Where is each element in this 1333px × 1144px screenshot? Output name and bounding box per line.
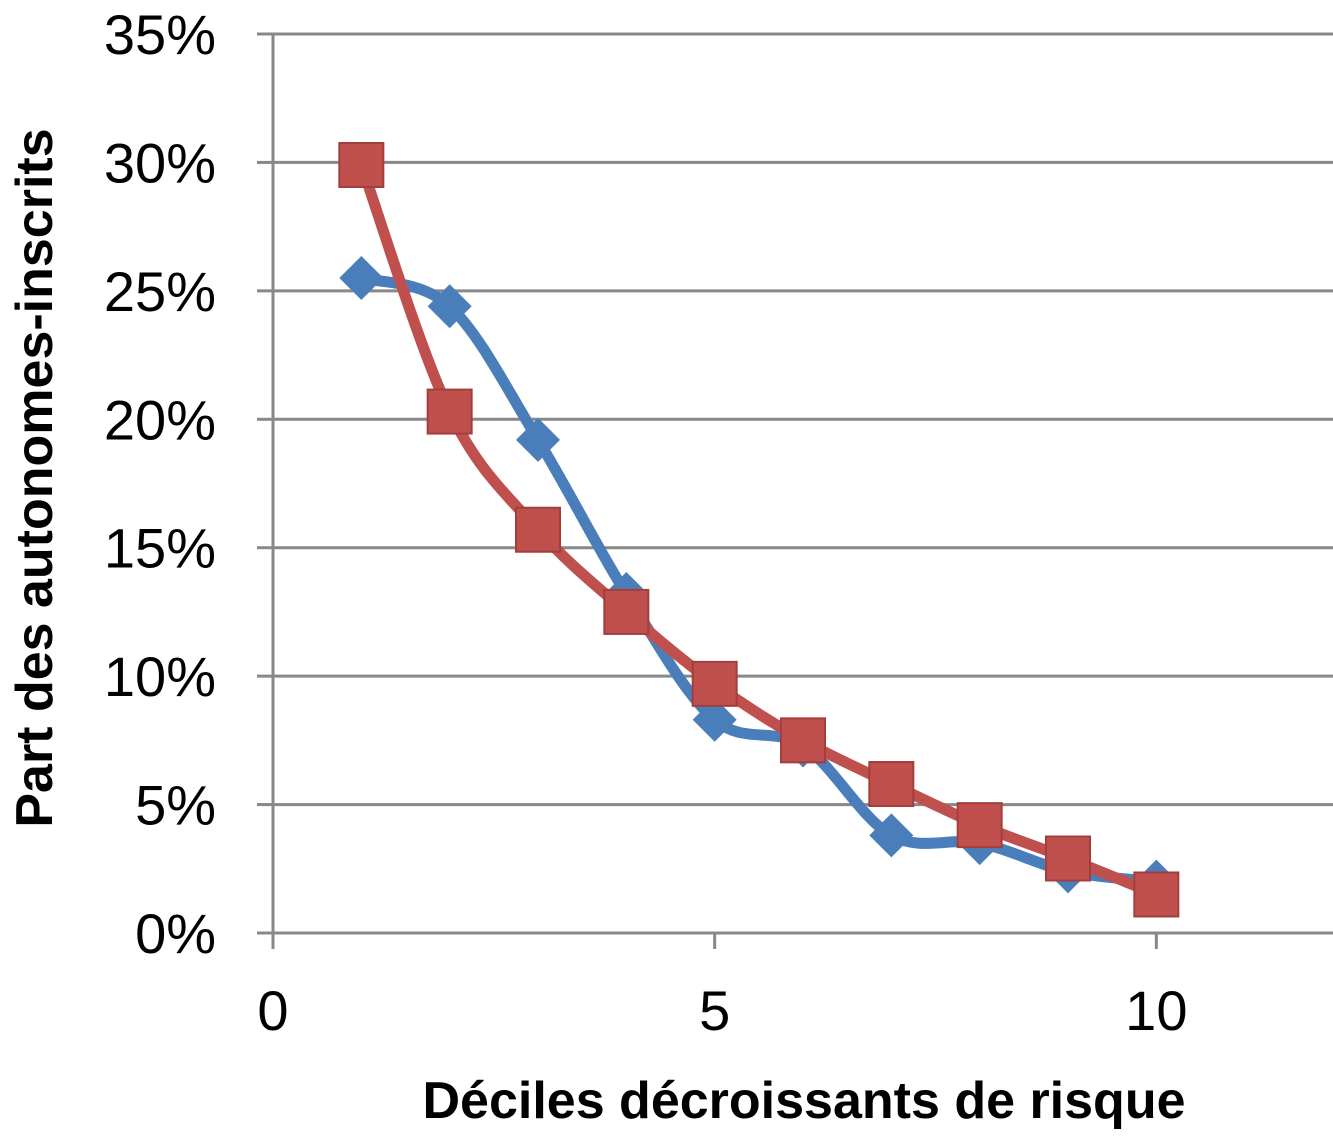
square-marker <box>603 588 650 635</box>
diamond-marker <box>869 813 914 858</box>
series-line <box>355 159 1162 900</box>
tick-labels: 0% 5% 10% 15% 20% 25% 30% 35% 0 5 10 <box>104 3 1188 1042</box>
square-marker <box>868 761 915 808</box>
y-tick-label: 25% <box>104 260 216 323</box>
series-layer <box>338 141 1180 918</box>
x-tick-label: 10 <box>1125 979 1187 1042</box>
y-axis-title: Part des autonomes-inscrits <box>6 128 64 827</box>
square-marker <box>1045 835 1091 882</box>
square-marker <box>691 660 738 707</box>
y-tick-label: 0% <box>135 902 216 965</box>
y-tick-label: 30% <box>104 131 216 194</box>
square-marker <box>515 506 561 553</box>
x-tick-label: 0 <box>257 979 288 1042</box>
diamond-marker <box>692 697 737 742</box>
y-tick-label: 15% <box>104 517 216 580</box>
diamond-marker <box>516 417 560 462</box>
series-1 <box>339 256 1179 904</box>
diamond-marker <box>427 284 472 329</box>
series-line <box>355 272 1162 888</box>
x-axis-title: Déciles décroissants de risque <box>422 1072 1185 1130</box>
y-tick-label: 5% <box>135 774 216 837</box>
axes <box>257 32 1333 949</box>
square-marker <box>1133 871 1180 918</box>
series-2 <box>338 141 1180 918</box>
y-tick-label: 20% <box>104 388 216 451</box>
square-marker <box>780 717 826 764</box>
x-tick-label: 5 <box>699 979 730 1042</box>
square-marker <box>338 141 385 188</box>
y-tick-label: 35% <box>104 3 216 66</box>
y-tick-label: 10% <box>104 645 216 708</box>
square-marker <box>426 388 473 435</box>
square-marker <box>956 802 1003 849</box>
diamond-marker <box>339 256 384 301</box>
